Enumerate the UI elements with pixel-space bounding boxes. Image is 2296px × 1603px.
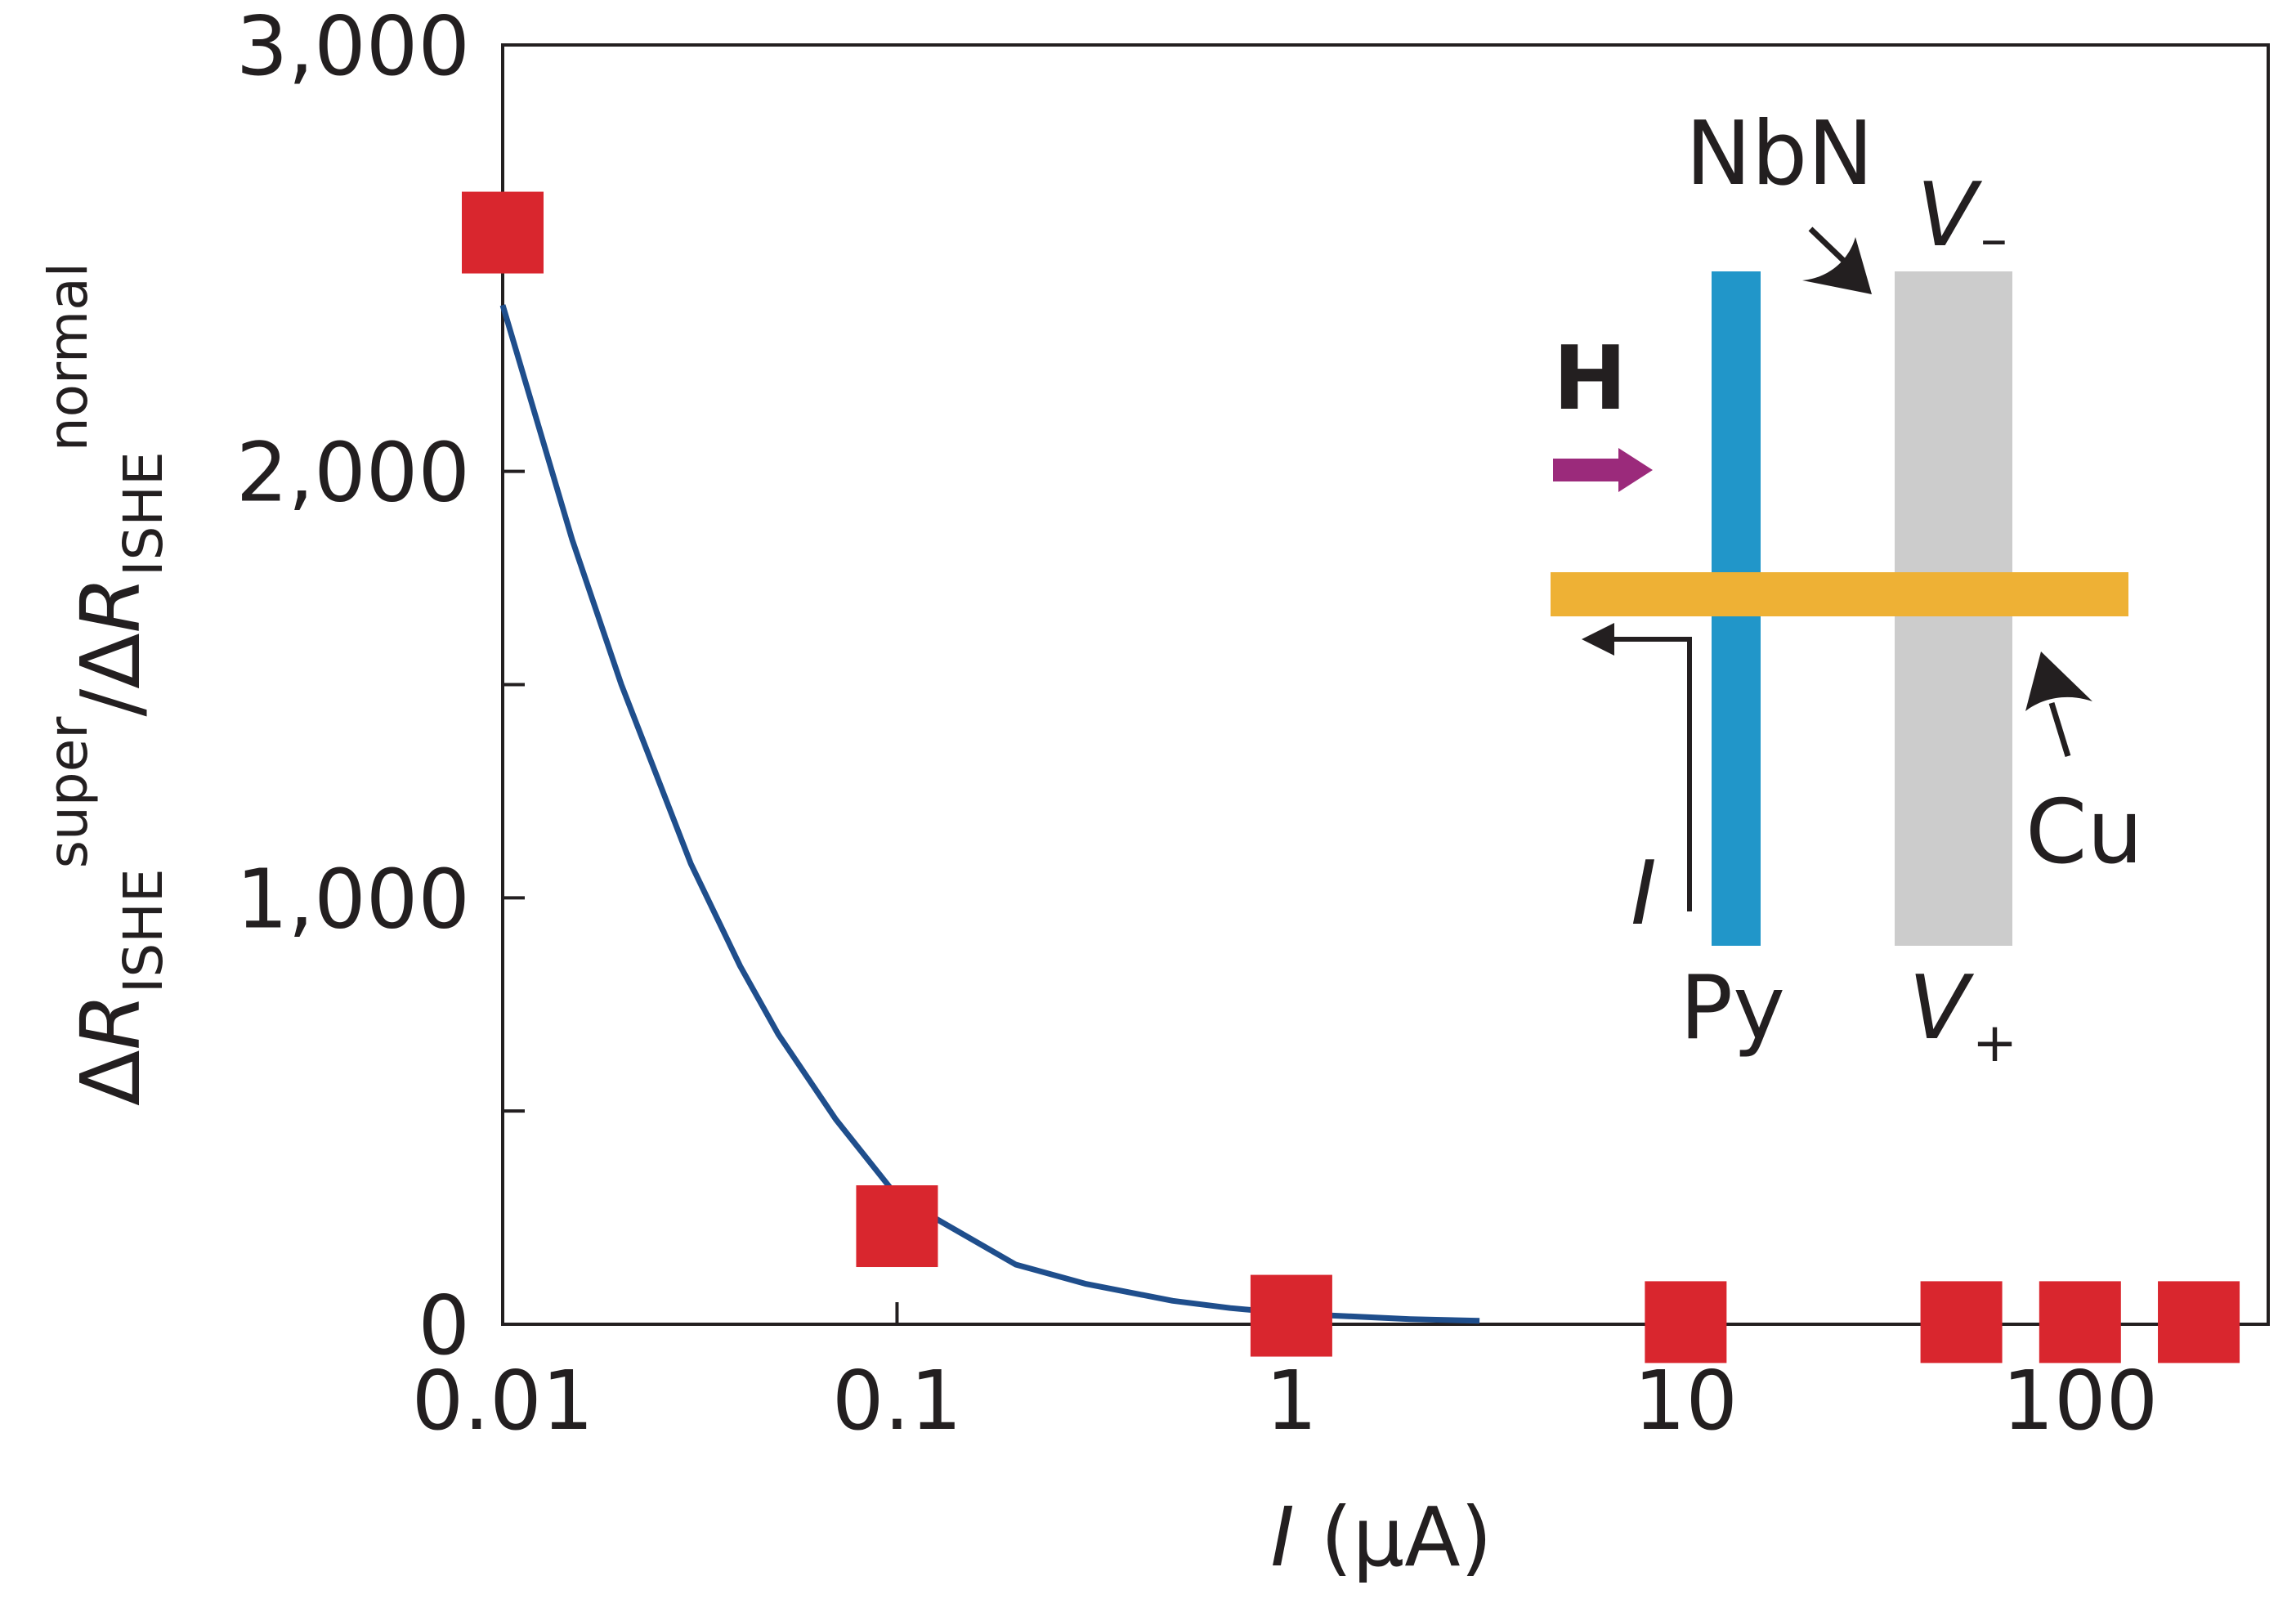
y-tick-label: 1,000	[236, 851, 470, 947]
v-minus-sub: –	[1980, 208, 2007, 271]
inset-schematic: H I NbN V– Cu Py V+	[1551, 103, 2143, 1074]
nbn-label: NbN	[1685, 103, 1873, 205]
v-plus-var: V	[1909, 957, 1975, 1059]
y-title-delta: Δ	[63, 1050, 159, 1106]
x-axis-title: I (μA)	[1270, 1489, 1492, 1585]
data-point	[462, 191, 544, 274]
y-title-var2: R	[63, 576, 159, 633]
y-title-sup2: normal	[37, 262, 100, 451]
cu-arrowhead-icon	[2025, 651, 2092, 711]
current-label: I	[1631, 843, 1657, 945]
y-title-slash: /	[63, 689, 159, 717]
current-arrow-icon	[1582, 623, 1614, 656]
x-axis-ticks: 0.01 0.1 1 10 100	[412, 1302, 2158, 1449]
data-markers-layer	[462, 191, 2240, 1363]
y-title-delta2: Δ	[63, 633, 159, 688]
x-tick-label: 100	[2002, 1353, 2158, 1449]
data-point	[2158, 1281, 2240, 1363]
cu-label: Cu	[2025, 781, 2143, 884]
nbn-arrowhead-icon	[1802, 237, 1872, 294]
nbn-arrow-icon	[1808, 226, 1851, 268]
x-title-unit: (μA)	[1295, 1489, 1493, 1585]
data-point	[2039, 1281, 2121, 1363]
x-tick-label: 0.01	[412, 1353, 594, 1449]
y-axis-ticks: 0 1,000 2,000 3,000	[236, 0, 525, 1373]
y-tick-label: 3,000	[236, 0, 470, 94]
v-plus-sub: +	[1972, 1011, 2017, 1074]
data-point	[1250, 1274, 1332, 1357]
v-plus-label: V+	[1909, 957, 2017, 1074]
y-tick-label: 2,000	[236, 425, 470, 521]
v-minus-var: V	[1917, 164, 1983, 266]
data-point	[856, 1185, 938, 1268]
data-point	[1920, 1281, 2003, 1363]
field-arrow-icon	[1618, 448, 1653, 492]
x-tick-label: 1	[1265, 1353, 1318, 1449]
cu-strip	[1551, 572, 2128, 616]
v-minus-label: V–	[1917, 164, 2007, 271]
cu-arrow-icon	[2048, 701, 2071, 758]
py-label: Py	[1680, 957, 1785, 1059]
data-point	[1645, 1281, 1727, 1363]
y-axis-title: ΔRISHEsuper/ΔRISHEnormal	[37, 262, 175, 1106]
y-tick-label: 0	[418, 1278, 470, 1373]
field-label: H	[1553, 328, 1627, 430]
x-title-var: I	[1270, 1489, 1295, 1585]
x-tick-label: 10	[1634, 1353, 1738, 1449]
current-path	[1594, 637, 1692, 911]
fit-line	[499, 304, 1480, 1324]
y-title-var: R	[63, 993, 159, 1050]
y-title-sub1: ISHE	[112, 868, 175, 993]
fit-curve-layer	[499, 304, 1480, 1324]
y-title-sup1: super	[37, 716, 100, 869]
x-tick-label: 0.1	[832, 1353, 962, 1449]
y-title-sub2: ISHE	[112, 451, 175, 576]
